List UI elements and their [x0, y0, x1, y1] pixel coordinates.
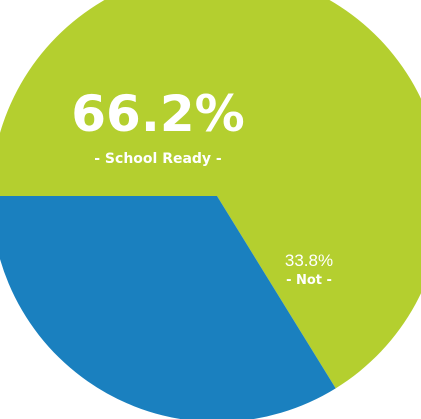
pie-slice-not	[0, 196, 336, 419]
slice-category-label-school-ready: - School Ready -	[94, 151, 222, 167]
pie-slice-school-ready	[0, 0, 421, 389]
slice-value-label-school-ready: 66.2%	[71, 85, 244, 143]
slice-value-label-not: 33.8%	[285, 251, 333, 270]
slice-category-label-not: - Not -	[286, 273, 332, 288]
